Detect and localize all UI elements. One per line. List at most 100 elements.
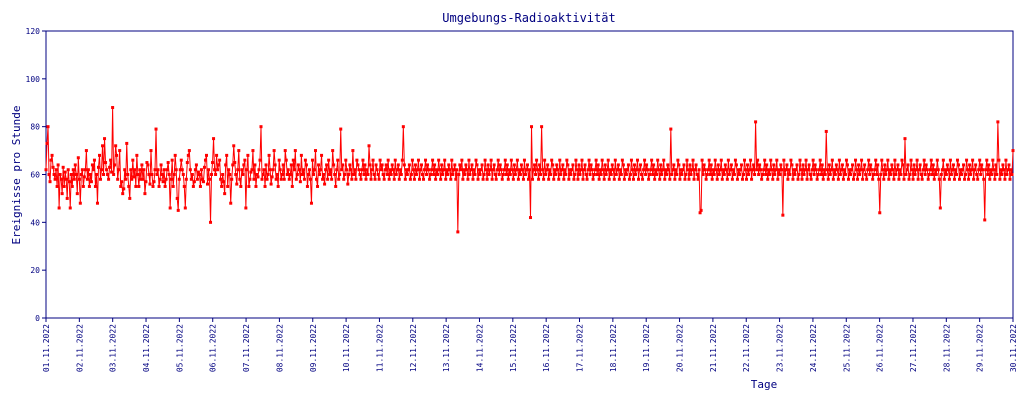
data-point (749, 158, 753, 162)
data-point (131, 158, 135, 162)
data-point (323, 182, 327, 186)
data-point (490, 177, 494, 181)
data-point (846, 177, 850, 181)
data-point (557, 177, 561, 181)
data-point (680, 173, 684, 176)
data-point (761, 173, 765, 176)
data-point (893, 158, 897, 162)
data-point (475, 163, 479, 167)
data-point (545, 168, 549, 172)
data-point (668, 177, 672, 181)
data-point (548, 168, 552, 172)
data-point (784, 168, 788, 172)
data-point (615, 168, 619, 172)
data-point (860, 158, 864, 162)
data-point (538, 163, 542, 167)
data-point (616, 163, 620, 167)
data-point (469, 168, 473, 172)
data-point (375, 168, 379, 172)
data-point (51, 165, 55, 169)
data-point (640, 173, 644, 176)
data-point (127, 184, 131, 188)
data-point (459, 168, 463, 172)
data-point (335, 168, 339, 172)
data-point (95, 201, 99, 205)
data-point (888, 168, 892, 172)
data-point (778, 173, 782, 176)
data-point (429, 173, 433, 176)
data-point (625, 168, 629, 172)
data-point (604, 173, 608, 176)
data-point (514, 168, 518, 172)
data-point (366, 173, 370, 176)
data-point (800, 177, 804, 181)
data-point (653, 177, 657, 181)
data-point (424, 158, 428, 162)
data-point (329, 168, 333, 172)
data-point (753, 173, 757, 176)
data-point (525, 163, 529, 167)
data-point (148, 182, 152, 186)
data-point (618, 168, 622, 172)
data-point (661, 168, 665, 172)
data-point (695, 173, 699, 176)
data-point (464, 163, 468, 167)
data-point (528, 168, 531, 172)
data-point (599, 173, 603, 176)
data-point (710, 177, 714, 181)
data-point (394, 173, 398, 176)
data-point (805, 177, 809, 181)
data-point (938, 206, 942, 210)
data-point (861, 177, 865, 181)
data-point (154, 127, 158, 131)
data-point (648, 173, 652, 176)
data-point (96, 165, 100, 169)
data-point (987, 163, 991, 167)
data-point (510, 168, 514, 172)
data-point (149, 149, 153, 153)
data-point (363, 163, 367, 167)
data-point (209, 220, 213, 224)
data-point (389, 173, 393, 176)
data-point (210, 173, 214, 176)
data-point (108, 165, 112, 169)
data-point (798, 158, 802, 162)
data-point (922, 158, 926, 162)
data-point (685, 158, 689, 162)
data-point (322, 173, 326, 176)
data-point (859, 168, 863, 172)
data-point (147, 173, 151, 176)
data-point (690, 168, 694, 172)
data-point (568, 168, 572, 172)
data-point (819, 173, 823, 176)
data-point (85, 177, 89, 181)
data-point (52, 173, 56, 176)
data-point (765, 163, 769, 167)
data-point (213, 168, 217, 172)
data-point (253, 163, 257, 167)
data-point (140, 163, 144, 167)
data-point (512, 163, 516, 167)
data-point (665, 173, 669, 176)
data-point (408, 177, 412, 181)
data-point (183, 206, 187, 210)
data-point (344, 158, 348, 162)
data-point (864, 173, 868, 176)
x-tick-label: 01.11.2022 (42, 324, 51, 372)
data-point (346, 182, 350, 186)
data-point (614, 173, 618, 176)
data-point (367, 144, 371, 148)
data-point (932, 177, 936, 181)
data-point (833, 173, 837, 176)
data-point (78, 201, 82, 205)
data-point (146, 163, 150, 167)
data-point (829, 168, 833, 172)
data-point (235, 182, 239, 186)
data-point (620, 158, 624, 162)
data-point (1005, 173, 1009, 176)
data-point (960, 173, 964, 176)
data-point (870, 168, 874, 172)
data-point (478, 173, 482, 176)
data-point (821, 177, 825, 181)
data-point (196, 170, 200, 174)
